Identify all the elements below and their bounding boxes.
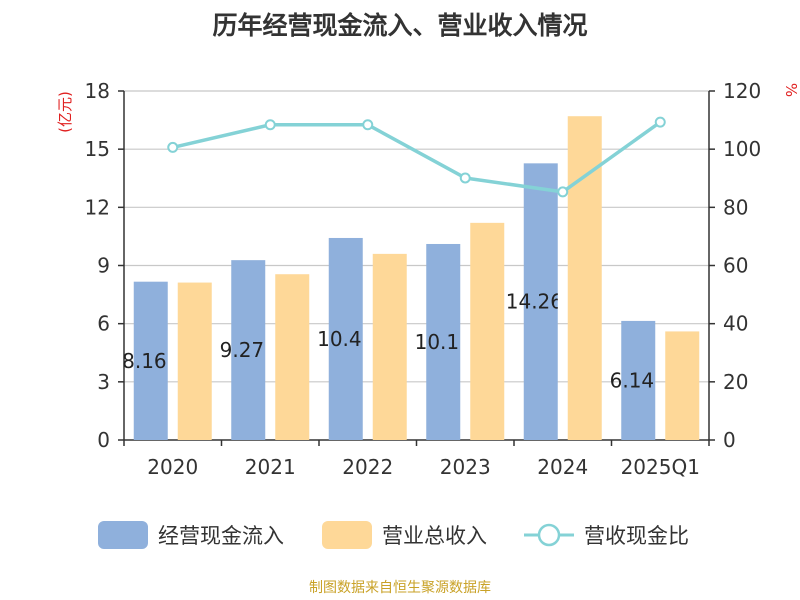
legend-marker-ratio <box>537 523 561 547</box>
legend-label-ratio: 营收现金比 <box>584 524 689 548</box>
left-tick-label: 3 <box>97 370 110 394</box>
legend-swatch-revenue <box>322 521 372 549</box>
revenue-bar <box>470 222 505 440</box>
revenue-bar <box>275 274 310 440</box>
cash-inflow-value-label: 10.11 <box>415 330 472 354</box>
left-tick-label: 18 <box>85 79 110 103</box>
cash-inflow-value-label: 8.165 <box>122 349 179 373</box>
revenue-bar <box>372 253 407 440</box>
right-tick-label: 100 <box>723 137 761 161</box>
ratio-point <box>264 119 276 131</box>
left-axis-unit: (亿元) <box>56 91 74 133</box>
axes: 0 3 6 9 12 15 18 0 20 40 60 80 100 120 2020 2021 2022 202… <box>56 79 800 479</box>
cash-inflow-value-label: 9.276 <box>220 338 277 362</box>
legend-label-cash-inflow: 经营现金流入 <box>158 524 284 548</box>
ratio-point <box>459 172 471 184</box>
x-tick-label: 2023 <box>440 455 491 479</box>
legend-label-revenue: 营业总收入 <box>382 524 487 548</box>
x-tick-label: 2020 <box>147 455 198 479</box>
legend: 经营现金流入 营业总收入 营收现金比 <box>98 521 689 549</box>
legend-swatch-cash-inflow <box>98 521 148 549</box>
cash-inflow-bar <box>426 243 461 440</box>
left-tick-label: 12 <box>85 195 110 219</box>
left-tick-label: 9 <box>97 254 110 278</box>
ratio-line-path <box>172 120 662 194</box>
cash-inflow-bar <box>231 260 266 440</box>
left-tick-label: 15 <box>85 137 110 161</box>
data-labels: 8.165 9.276 10.42 10.11 14.269 6.142 <box>122 290 667 393</box>
right-tick-label: 120 <box>723 79 761 103</box>
right-tick-label: 20 <box>723 370 748 394</box>
chart-title: 历年经营现金流入、营业收入情况 <box>212 11 588 40</box>
left-tick-label: 0 <box>97 428 110 452</box>
gridlines <box>124 90 709 383</box>
revenue-bar <box>177 282 212 440</box>
cash-inflow-value-label: 10.42 <box>317 327 374 351</box>
x-tick-label: 2025Q1 <box>621 455 700 479</box>
ratio-point <box>654 116 666 128</box>
right-tick-label: 40 <box>723 312 748 336</box>
right-tick-label: 80 <box>723 195 748 219</box>
right-tick-label: 60 <box>723 254 748 278</box>
revenue-bar <box>567 116 602 440</box>
cash-inflow-bar <box>523 163 558 440</box>
revenue-bar <box>665 331 700 440</box>
ratio-point <box>557 186 569 198</box>
cash-inflow-bar <box>133 281 168 440</box>
cash-inflow-value-label: 14.269 <box>506 290 576 314</box>
right-axis-unit: % <box>782 83 800 97</box>
source-note: 制图数据来自恒生聚源数据库 <box>309 580 491 596</box>
ratio-point <box>167 141 179 153</box>
bars <box>133 116 700 440</box>
left-tick-label: 6 <box>97 312 110 336</box>
x-tick-label: 2022 <box>342 455 393 479</box>
x-tick-label: 2024 <box>537 455 588 479</box>
cash-inflow-value-label: 6.142 <box>610 368 667 392</box>
cash-inflow-bar <box>328 237 363 440</box>
ratio-point <box>362 119 374 131</box>
x-tick-label: 2021 <box>245 455 296 479</box>
ratio-line <box>167 116 666 198</box>
right-tick-label: 0 <box>723 428 736 452</box>
cash-inflow-bar <box>621 320 656 440</box>
